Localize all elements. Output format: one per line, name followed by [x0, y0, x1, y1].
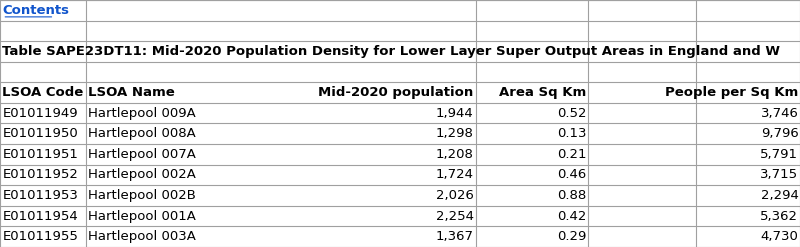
Text: LSOA Name: LSOA Name	[88, 86, 174, 99]
Text: 5,362: 5,362	[760, 210, 798, 223]
Text: Hartlepool 003A: Hartlepool 003A	[88, 230, 196, 243]
Text: Hartlepool 008A: Hartlepool 008A	[88, 127, 196, 140]
Text: Contents: Contents	[2, 4, 70, 17]
Text: Hartlepool 007A: Hartlepool 007A	[88, 148, 196, 161]
Text: Mid-2020 population: Mid-2020 population	[318, 86, 474, 99]
Text: 1,724: 1,724	[435, 168, 474, 182]
Text: 2,254: 2,254	[435, 210, 474, 223]
Text: Area Sq Km: Area Sq Km	[499, 86, 586, 99]
Text: 2,294: 2,294	[761, 189, 798, 202]
Text: Hartlepool 002A: Hartlepool 002A	[88, 168, 196, 182]
Text: E01011951: E01011951	[2, 148, 78, 161]
Text: 1,298: 1,298	[436, 127, 474, 140]
Text: LSOA Code: LSOA Code	[2, 86, 84, 99]
Text: Hartlepool 002B: Hartlepool 002B	[88, 189, 196, 202]
Text: 0.88: 0.88	[557, 189, 586, 202]
Text: 0.13: 0.13	[557, 127, 586, 140]
Text: 1,944: 1,944	[436, 107, 474, 120]
Text: E01011950: E01011950	[2, 127, 78, 140]
Text: 0.29: 0.29	[557, 230, 586, 243]
Text: 9,796: 9,796	[761, 127, 798, 140]
Text: 0.52: 0.52	[557, 107, 586, 120]
Text: 5,791: 5,791	[760, 148, 798, 161]
Text: E01011952: E01011952	[2, 168, 78, 182]
Text: 3,746: 3,746	[761, 107, 798, 120]
Text: Hartlepool 001A: Hartlepool 001A	[88, 210, 196, 223]
Text: 1,208: 1,208	[436, 148, 474, 161]
Text: 0.42: 0.42	[557, 210, 586, 223]
Text: 0.21: 0.21	[557, 148, 586, 161]
Text: Hartlepool 009A: Hartlepool 009A	[88, 107, 196, 120]
Text: 2,026: 2,026	[436, 189, 474, 202]
Text: E01011954: E01011954	[2, 210, 78, 223]
Text: 0.46: 0.46	[557, 168, 586, 182]
Text: Table SAPE23DT11: Mid-2020 Population Density for Lower Layer Super Output Areas: Table SAPE23DT11: Mid-2020 Population De…	[2, 45, 781, 58]
Text: E01011955: E01011955	[2, 230, 78, 243]
Text: 1,367: 1,367	[435, 230, 474, 243]
Text: People per Sq Km: People per Sq Km	[665, 86, 798, 99]
Text: E01011949: E01011949	[2, 107, 78, 120]
Text: 4,730: 4,730	[761, 230, 798, 243]
Text: 3,715: 3,715	[760, 168, 798, 182]
Text: E01011953: E01011953	[2, 189, 78, 202]
